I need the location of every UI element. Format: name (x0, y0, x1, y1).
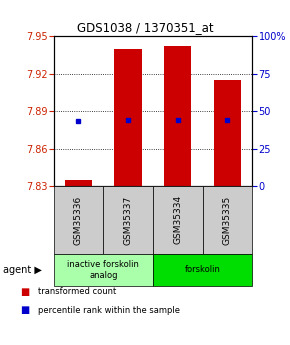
Text: agent ▶: agent ▶ (3, 265, 42, 275)
Bar (65, 180, 92, 186)
Text: GSM35337: GSM35337 (124, 195, 133, 245)
Text: GSM35335: GSM35335 (223, 195, 232, 245)
Text: transformed count: transformed count (38, 287, 116, 296)
Text: ■: ■ (20, 306, 30, 315)
Text: ■: ■ (20, 287, 30, 296)
Bar (164, 46, 191, 186)
Text: forskolin: forskolin (185, 265, 221, 275)
Text: percentile rank within the sample: percentile rank within the sample (38, 306, 180, 315)
Text: GDS1038 / 1370351_at: GDS1038 / 1370351_at (77, 21, 213, 34)
Bar (115, 49, 142, 186)
Text: inactive forskolin
analog: inactive forskolin analog (67, 260, 139, 280)
Bar (214, 80, 241, 186)
Text: GSM35334: GSM35334 (173, 195, 182, 245)
Text: GSM35336: GSM35336 (74, 195, 83, 245)
